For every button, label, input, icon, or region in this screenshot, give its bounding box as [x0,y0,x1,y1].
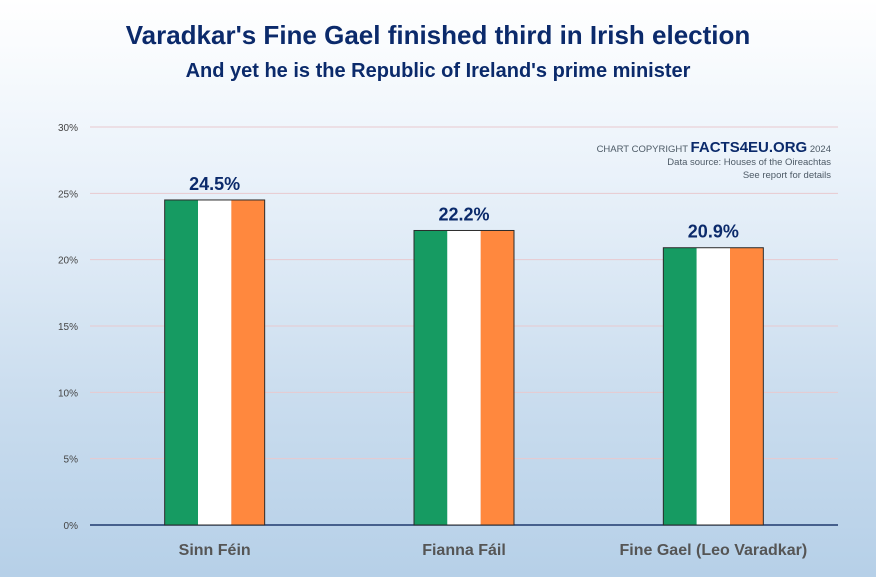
data-label: 20.9% [688,222,739,242]
copyright-line: CHART COPYRIGHT FACTS4EU.ORG 2024 [596,139,831,156]
report-note: See report for details [742,170,831,181]
bar-stripe-green [414,230,448,526]
bar [662,247,764,526]
bar-stripe-orange [231,199,265,525]
chart-subtitle: And yet he is the Republic of Ireland's … [185,60,691,82]
data-label: 24.5% [189,174,240,194]
y-tick-label: 25% [58,189,78,200]
copyright-prefix: CHART COPYRIGHT [596,144,688,155]
y-tick-label: 20% [58,256,78,267]
chart-credits: CHART COPYRIGHT FACTS4EU.ORG 2024 Data s… [596,139,831,182]
chart-title: Varadkar's Fine Gael finished third in I… [125,20,751,50]
y-tick-label: 15% [58,322,78,333]
y-tick-label: 10% [58,388,78,399]
bar-stripe-white [696,247,730,525]
bar-stripe-white [198,199,232,525]
x-category-label: Fine Gael (Leo Varadkar) [620,542,808,559]
y-tick-label: 0% [64,521,79,532]
bar-stripe-white [447,230,481,526]
bar [164,199,266,526]
bar-stripe-green [164,199,198,525]
data-label: 22.2% [438,204,489,224]
data-source: Data source: Houses of the Oireachtas [667,157,831,168]
x-category-label: Fianna Fáil [422,542,506,559]
bar [413,229,515,526]
y-tick-label: 5% [64,455,79,466]
y-tick-label: 30% [58,123,78,134]
x-category-label: Sinn Féin [179,542,251,559]
copyright-year: 2024 [809,144,831,155]
bar-stripe-orange [730,247,764,525]
brand-name: FACTS4EU.ORG [690,139,808,156]
bar-stripe-green [663,247,697,525]
bar-stripe-orange [480,230,514,526]
